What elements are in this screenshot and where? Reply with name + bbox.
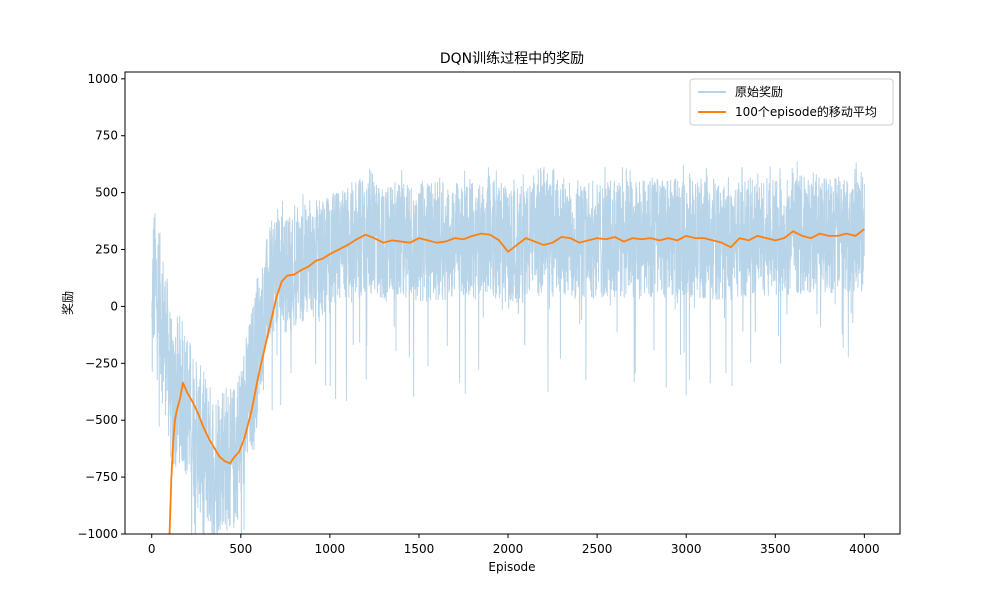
y-tick-label: −750: [85, 470, 118, 484]
x-tick-label: 3500: [760, 542, 791, 556]
x-tick-label: 1000: [315, 542, 346, 556]
y-tick-label: 250: [95, 243, 118, 257]
x-tick-label: 500: [229, 542, 252, 556]
x-tick-label: 4000: [849, 542, 880, 556]
x-tick-label: 3000: [671, 542, 702, 556]
x-tick-label: 2500: [582, 542, 613, 556]
y-tick-label: −1000: [77, 527, 118, 541]
x-tick-label: 0: [148, 542, 156, 556]
y-tick-label: 0: [110, 299, 118, 313]
y-tick-label: 750: [95, 129, 118, 143]
plot-frame: [124, 71, 901, 535]
raw-reward-series: [151, 161, 865, 534]
x-tick-label: 2000: [493, 542, 524, 556]
legend-label: 原始奖励: [735, 85, 783, 99]
legend-label: 100个episode的移动平均: [735, 104, 877, 119]
moving-average-series: [168, 228, 865, 534]
y-tick-label: 500: [95, 186, 118, 200]
y-axis-label: 奖励: [61, 291, 75, 315]
x-tick-label: 1500: [404, 542, 435, 556]
legend-box: [689, 78, 894, 126]
chart-title: DQN训练过程中的奖励: [440, 50, 584, 67]
y-tick-label: −500: [85, 413, 118, 427]
y-tick-label: −250: [85, 356, 118, 370]
plot-layer: [151, 161, 865, 534]
y-tick-label: 1000: [87, 72, 118, 86]
legend: 原始奖励 100个episode的移动平均: [689, 78, 894, 126]
ticks-layer: 0 500 1000 1500 2000 2500 3000 3500 4000−1000−75…: [77, 72, 879, 556]
x-axis-label: Episode: [488, 560, 535, 574]
